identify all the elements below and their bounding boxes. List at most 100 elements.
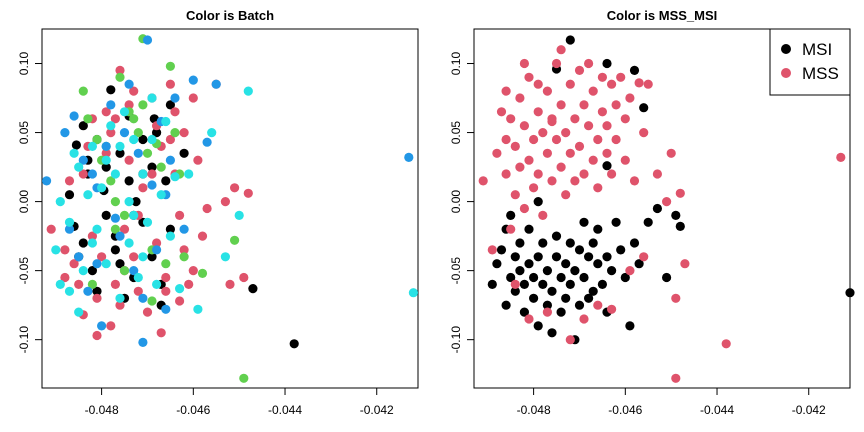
scatter-point bbox=[115, 72, 125, 82]
scatter-point bbox=[506, 210, 516, 220]
scatter-point bbox=[101, 141, 111, 151]
scatter-point bbox=[101, 155, 111, 165]
scatter-point bbox=[184, 169, 194, 179]
scatter-point bbox=[101, 210, 111, 220]
scatter-point bbox=[556, 162, 566, 172]
scatter-point bbox=[533, 197, 543, 207]
scatter-point bbox=[179, 245, 189, 255]
scatter-point bbox=[115, 293, 125, 303]
scatter-point bbox=[92, 293, 102, 303]
scatter-point bbox=[588, 238, 598, 248]
scatter-point bbox=[506, 114, 516, 124]
scatter-point bbox=[64, 224, 75, 234]
scatter-point bbox=[519, 58, 530, 69]
scatter-point bbox=[492, 148, 502, 158]
scatter-point bbox=[55, 197, 65, 207]
scatter-point bbox=[565, 279, 575, 289]
scatter-point bbox=[510, 141, 520, 151]
y-tick-label: 0.10 bbox=[17, 52, 31, 76]
scatter-point bbox=[64, 190, 75, 200]
scatter-point bbox=[165, 134, 175, 145]
scatter-point bbox=[129, 86, 139, 96]
scatter-point bbox=[92, 286, 102, 296]
scatter-point bbox=[124, 238, 134, 248]
scatter-point bbox=[551, 231, 562, 241]
scatter-point bbox=[524, 155, 534, 165]
scatter-point bbox=[602, 161, 612, 171]
scatter-point bbox=[188, 75, 198, 85]
scatter-point bbox=[529, 183, 539, 193]
scatter-point bbox=[538, 279, 548, 289]
scatter-point bbox=[170, 107, 180, 117]
scatter-point bbox=[184, 279, 194, 289]
scatter-point bbox=[616, 72, 626, 82]
scatter-point bbox=[519, 279, 530, 289]
scatter-point bbox=[602, 252, 612, 262]
scatter-point bbox=[593, 134, 603, 145]
scatter-point bbox=[556, 272, 566, 283]
scatter-point bbox=[71, 140, 81, 150]
scatter-point bbox=[207, 128, 217, 138]
scatter-point bbox=[152, 238, 162, 248]
scatter-point bbox=[565, 335, 575, 345]
scatter-point bbox=[593, 259, 603, 269]
scatter-point bbox=[574, 300, 585, 310]
scatter-point bbox=[225, 279, 235, 289]
scatter-point bbox=[547, 116, 557, 127]
scatter-point bbox=[165, 231, 175, 241]
scatter-point bbox=[666, 148, 676, 158]
scatter-point bbox=[165, 224, 175, 234]
scatter-point bbox=[60, 128, 70, 138]
scatter-point bbox=[106, 121, 116, 131]
x-tick-label: -0.042 bbox=[360, 403, 394, 417]
scatter-point bbox=[115, 231, 125, 241]
scatter-point bbox=[570, 176, 580, 186]
scatter-point bbox=[574, 65, 585, 75]
scatter-point bbox=[133, 272, 143, 283]
scatter-point bbox=[193, 304, 203, 314]
scatter-point bbox=[565, 35, 575, 45]
scatter-point bbox=[597, 107, 608, 117]
scatter-point bbox=[538, 128, 548, 138]
scatter-point bbox=[106, 85, 116, 95]
scatter-point bbox=[133, 128, 143, 138]
scatter-point bbox=[584, 121, 594, 131]
y-tick-label: 0.00 bbox=[17, 190, 31, 214]
scatter-point bbox=[643, 217, 653, 227]
scatter-point bbox=[597, 72, 608, 82]
y-tick-label: -0.05 bbox=[449, 257, 463, 285]
scatter-point bbox=[510, 252, 520, 262]
scatter-point bbox=[152, 245, 162, 255]
scatter-point bbox=[593, 183, 603, 193]
scatter-point bbox=[574, 141, 585, 151]
scatter-point bbox=[78, 238, 88, 248]
scatter-point bbox=[547, 328, 557, 338]
scatter-point bbox=[501, 86, 511, 96]
scatter-point bbox=[533, 321, 543, 331]
scatter-point bbox=[239, 373, 249, 383]
y-tick-label: -0.10 bbox=[17, 326, 31, 354]
scatter-point bbox=[110, 245, 120, 255]
scatter-point bbox=[101, 148, 111, 158]
scatter-point bbox=[561, 259, 571, 269]
scatter-point bbox=[501, 300, 511, 310]
scatter-point bbox=[671, 293, 681, 303]
scatter-point bbox=[680, 259, 690, 269]
scatter-point bbox=[533, 169, 543, 179]
scatter-point bbox=[83, 190, 93, 200]
scatter-point bbox=[230, 235, 240, 245]
y-tick-label: 0.00 bbox=[449, 190, 463, 214]
scatter-point bbox=[671, 373, 681, 383]
scatter-point bbox=[593, 300, 603, 310]
scatter-point bbox=[408, 288, 418, 298]
scatter-point bbox=[92, 330, 102, 341]
scatter-point bbox=[129, 266, 139, 276]
scatter-point bbox=[97, 321, 107, 331]
scatter-point bbox=[83, 286, 93, 296]
scatter-point bbox=[565, 238, 575, 248]
chart-title: Color is MSS_MSI bbox=[607, 8, 718, 23]
scatter-point bbox=[607, 304, 617, 314]
scatter-point bbox=[69, 259, 79, 269]
scatter-point bbox=[625, 266, 635, 276]
